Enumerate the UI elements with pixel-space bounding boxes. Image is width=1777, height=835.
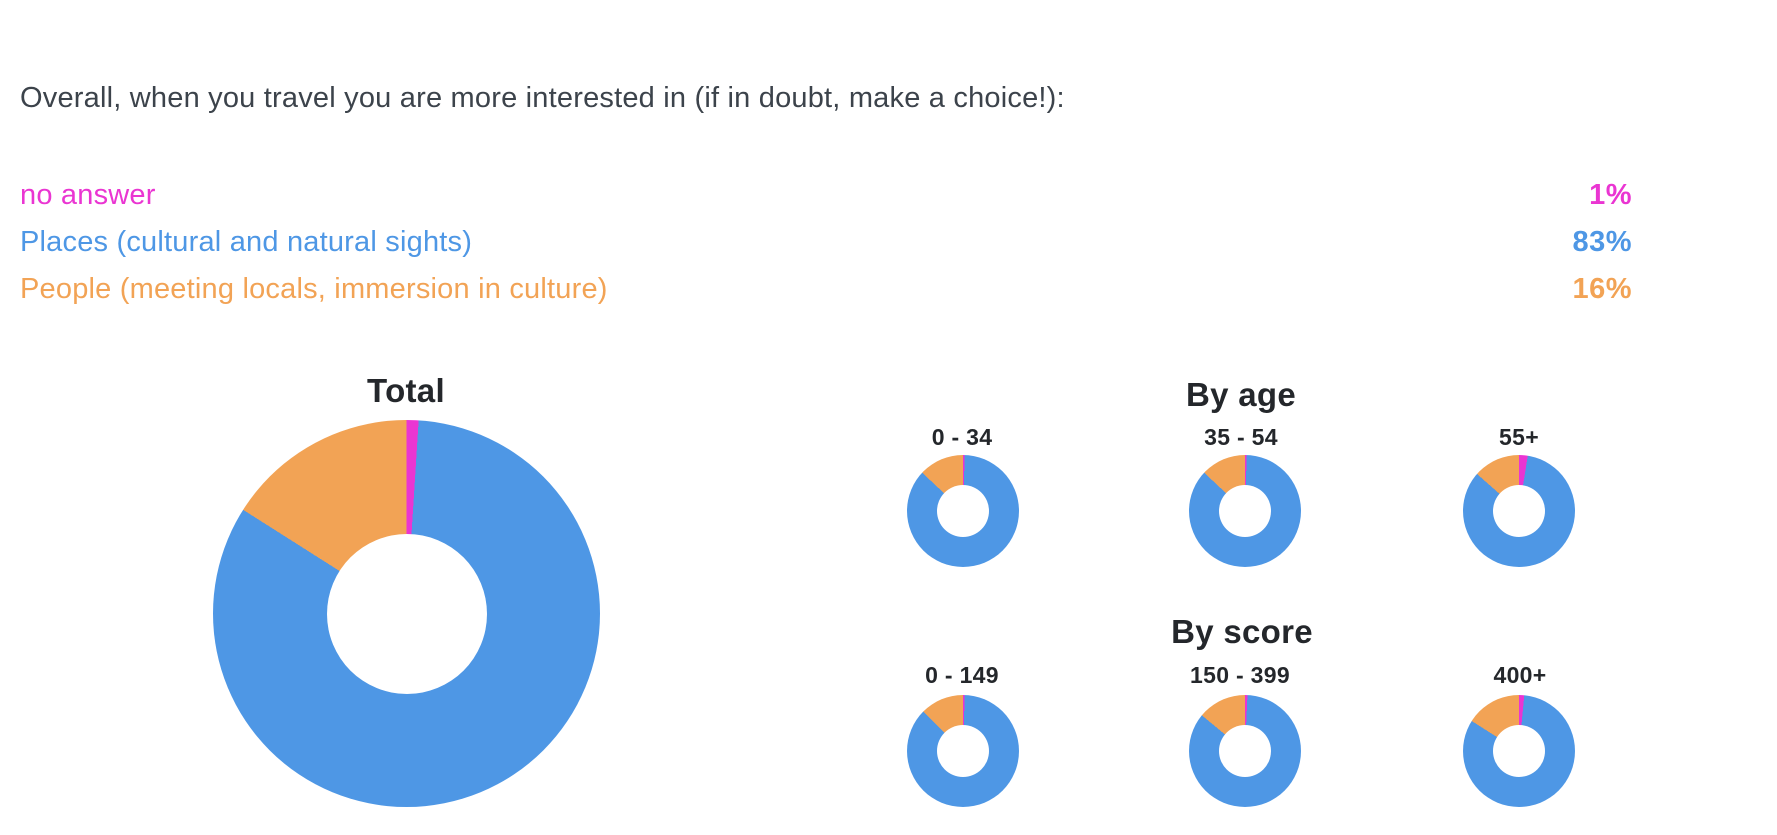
donut-chart-age-0-34 bbox=[907, 455, 1019, 567]
legend-item-value: 83% bbox=[1572, 226, 1632, 258]
donut-hole bbox=[937, 485, 989, 537]
legend: no answer 1% Places (cultural and natura… bbox=[20, 172, 1632, 313]
donut-chart-score-400plus bbox=[1463, 695, 1575, 807]
legend-item-people: People (meeting locals, immersion in cul… bbox=[20, 266, 1632, 313]
chart-label-score-0-149: 0 - 149 bbox=[925, 662, 999, 688]
total-chart-title: Total bbox=[367, 372, 445, 409]
legend-item-places: Places (cultural and natural sights) 83% bbox=[20, 219, 1632, 266]
donut-hole bbox=[326, 533, 487, 694]
donut-hole bbox=[937, 725, 989, 777]
donut-hole bbox=[1493, 725, 1545, 777]
donut-hole bbox=[1219, 485, 1271, 537]
chart-label-age-0-34: 0 - 34 bbox=[931, 424, 993, 450]
section-title-by-age: By age bbox=[1185, 376, 1297, 413]
donut-chart-age-35-54 bbox=[1189, 455, 1301, 567]
chart-label-age-35-54: 35 - 54 bbox=[1204, 424, 1278, 450]
donut-chart-score-150-399 bbox=[1189, 695, 1301, 807]
donut-hole bbox=[1219, 725, 1271, 777]
legend-item-label: Places (cultural and natural sights) bbox=[20, 226, 473, 258]
legend-item-value: 1% bbox=[1589, 179, 1632, 211]
donut-chart-total bbox=[213, 420, 600, 807]
legend-item-no-answer: no answer 1% bbox=[20, 172, 1632, 219]
legend-item-value: 16% bbox=[1572, 273, 1632, 305]
chart-label-score-150-399: 150 - 399 bbox=[1190, 662, 1290, 688]
legend-item-label: no answer bbox=[20, 179, 156, 211]
donut-chart-age-55plus bbox=[1463, 455, 1575, 567]
donut-hole bbox=[1493, 485, 1545, 537]
legend-item-label: People (meeting locals, immersion in cul… bbox=[20, 273, 608, 305]
donut-chart-score-0-149 bbox=[907, 695, 1019, 807]
section-title-by-score: By score bbox=[1171, 613, 1313, 650]
chart-label-age-55plus: 55+ bbox=[1499, 424, 1539, 450]
question-title: Overall, when you travel you are more in… bbox=[20, 82, 1065, 114]
chart-label-score-400plus: 400+ bbox=[1493, 662, 1547, 688]
